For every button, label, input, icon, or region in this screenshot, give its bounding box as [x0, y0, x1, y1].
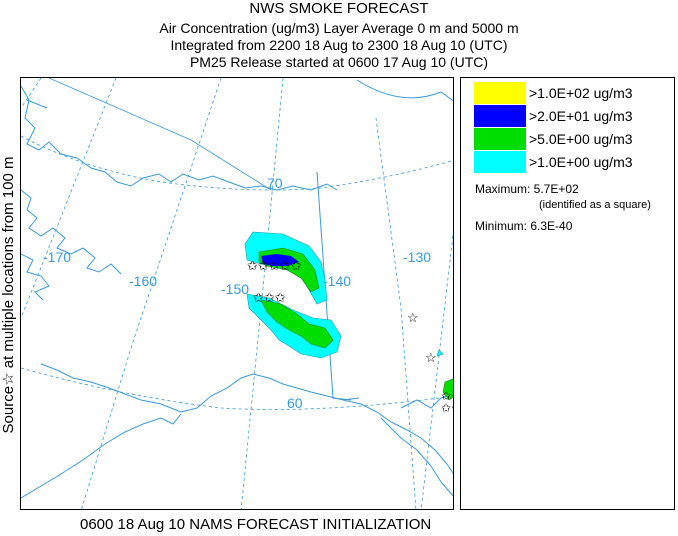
lon-label-150: -150 [221, 281, 249, 297]
svg-text:☆: ☆ [425, 350, 437, 365]
svg-text:✩✩: ✩✩ [441, 389, 454, 403]
legend-label-3: >5.0E+00 ug/m3 [529, 131, 633, 147]
legend-label-1: >1.0E+02 ug/m3 [529, 85, 633, 101]
coastline [21, 79, 453, 499]
minimum-value: Minimum: 6.3E-40 [475, 219, 573, 233]
grid-labels: -170 -160 -150 -140 -130 70 60 [43, 175, 431, 411]
arctic-coast-line [48, 78, 272, 191]
legend-label-2: >2.0E+01 ug/m3 [529, 108, 633, 124]
legend-swatch-cyan [474, 151, 526, 173]
lat-label-60: 60 [287, 395, 303, 411]
legend-label-4: >1.0E+00 ug/m3 [529, 154, 633, 170]
footer-initialization: 0600 18 Aug 10 NAMS FORECAST INITIALIZAT… [80, 516, 432, 533]
svg-text:✩✩✩: ✩✩✩ [253, 290, 286, 305]
lon-label-140: -140 [323, 273, 351, 289]
legend-swatch-blue [474, 105, 526, 127]
subtitle-release: PM25 Release started at 0600 17 Aug 10 (… [189, 54, 489, 70]
subtitle-layer: Air Concentration (ug/m3) Layer Average … [159, 20, 519, 36]
lon-label-170: -170 [43, 249, 71, 265]
map-canvas[interactable]: ✩✩✩✩✩ ✩✩✩ ☆ ☆ ✩✩ ✩✩ -170 -160 -150 -140 … [21, 78, 454, 510]
maximum-value: Maximum: 5.7E+02 [475, 182, 579, 196]
border-line [316, 171, 352, 401]
svg-text:✩✩✩✩✩: ✩✩✩✩✩ [247, 258, 302, 273]
lon-label-160: -160 [129, 273, 157, 289]
legend-swatch-yellow [474, 82, 526, 104]
legend-panel: >1.0E+02 ug/m3 >2.0E+01 ug/m3 >5.0E+00 u… [460, 77, 675, 510]
map-title: NWS SMOKE FORECAST [249, 0, 429, 17]
source-markers: ✩✩✩✩✩ ✩✩✩ ☆ ☆ ✩✩ ✩✩ [247, 258, 454, 415]
map-panel[interactable]: ✩✩✩✩✩ ✩✩✩ ☆ ☆ ✩✩ ✩✩ -170 -160 -150 -140 … [20, 77, 454, 510]
subtitle-time: Integrated from 2200 18 Aug to 2300 18 A… [170, 37, 508, 53]
lat-label-70: 70 [267, 175, 283, 191]
svg-text:✩✩: ✩✩ [441, 401, 454, 415]
maximum-note: (identified as a square) [539, 199, 651, 211]
lon-label-130: -130 [403, 249, 431, 265]
source-side-label: Source☆ at multiple locations from 100 m [0, 156, 17, 434]
plume-level-3 [261, 254, 299, 266]
legend-swatch-green [474, 128, 526, 150]
svg-text:☆: ☆ [407, 310, 419, 325]
